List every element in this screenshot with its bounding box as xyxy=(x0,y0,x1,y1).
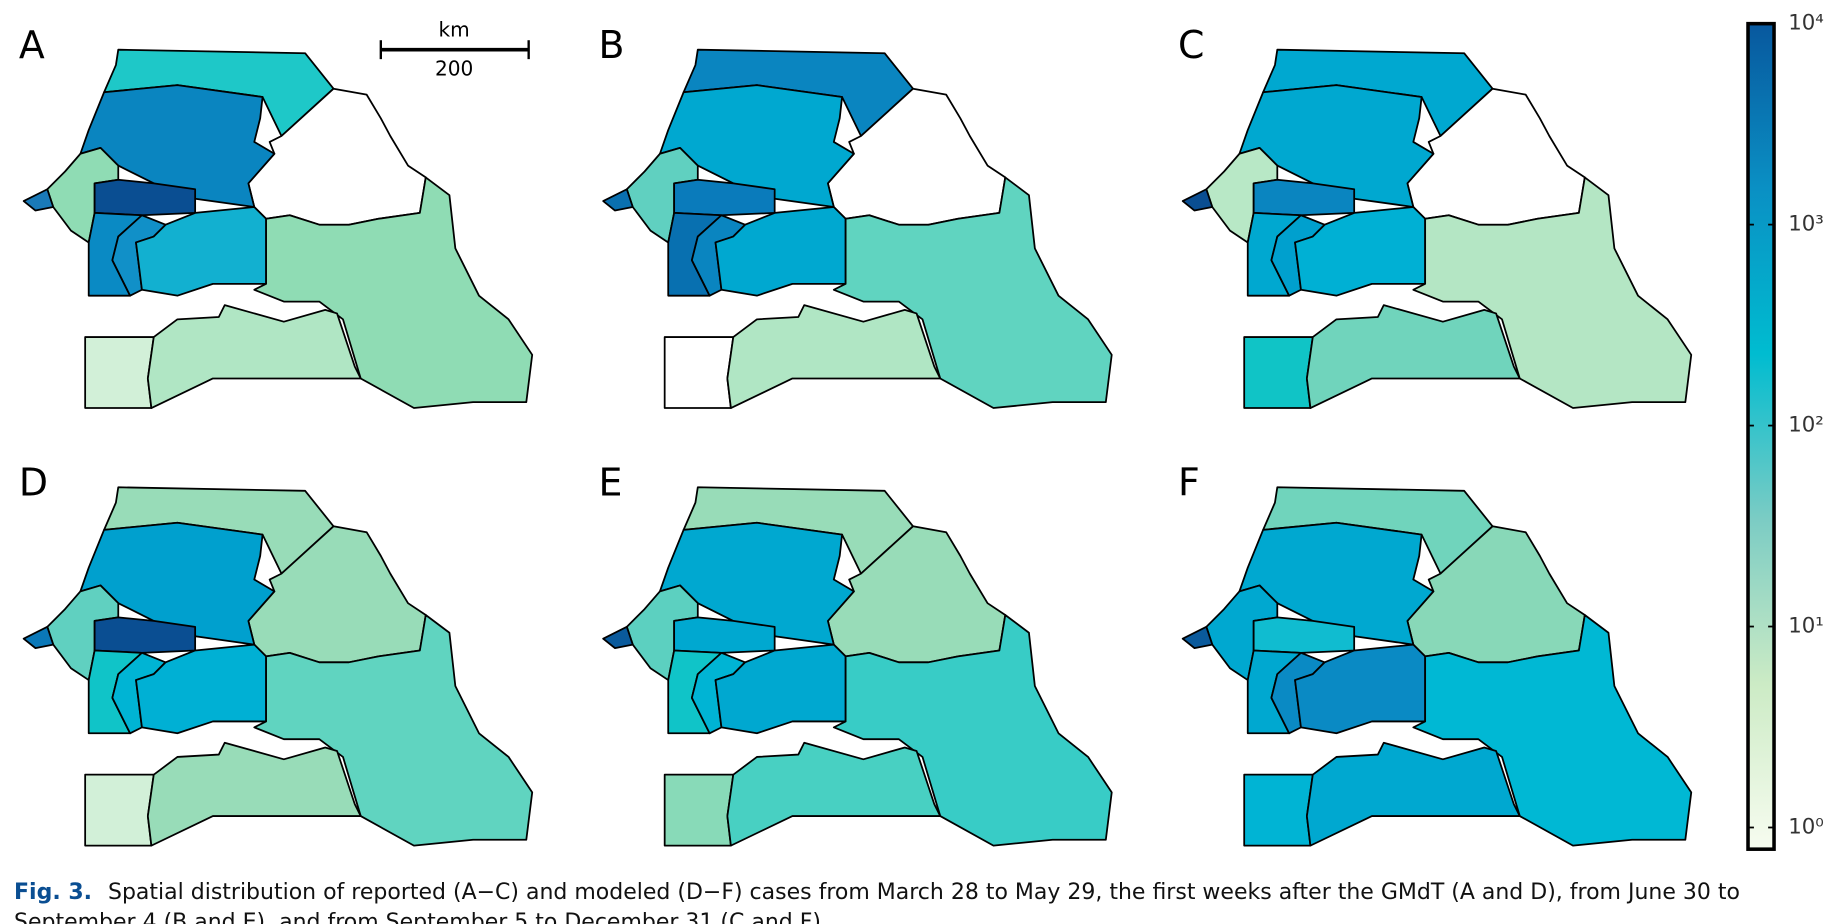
map-panel: F xyxy=(1178,460,1693,847)
map-panel: B xyxy=(598,23,1113,409)
caption-label: Fig. 3. xyxy=(14,880,92,905)
figure: km 200 A B C D E F 10⁰ 10¹ 10² 10³ 10⁴ xyxy=(19,11,1824,851)
region xyxy=(135,643,267,735)
region xyxy=(1412,176,1693,409)
region xyxy=(726,741,942,847)
region xyxy=(135,206,267,297)
colorbar-tick-label: 10² xyxy=(1788,413,1824,438)
colorbar-tick-label: 10³ xyxy=(1788,212,1824,237)
region xyxy=(1305,741,1521,847)
colorbar-tick-label: 10⁴ xyxy=(1788,11,1824,36)
region xyxy=(1181,625,1214,650)
region xyxy=(663,773,735,847)
caption: Fig. 3. Spatial distribution of reported … xyxy=(14,878,1834,924)
region xyxy=(146,741,362,847)
region xyxy=(1294,206,1427,297)
map-panel: A xyxy=(19,23,534,409)
caption-text: Spatial distribution of reported (A−C) a… xyxy=(14,880,1740,924)
region xyxy=(832,614,1113,847)
map-panel: D xyxy=(19,460,534,847)
region xyxy=(832,176,1113,409)
region xyxy=(663,336,735,409)
region xyxy=(1243,336,1314,409)
panel-label: F xyxy=(1178,460,1200,504)
colorbar-tick-label: 10⁰ xyxy=(1788,814,1824,839)
colorbar-tick-label: 10¹ xyxy=(1788,614,1824,639)
region xyxy=(602,625,634,650)
colorbar xyxy=(1746,21,1776,851)
region xyxy=(1181,188,1214,212)
region xyxy=(714,643,847,735)
region xyxy=(84,773,155,847)
region xyxy=(1305,304,1521,409)
region xyxy=(1412,614,1693,847)
region xyxy=(1294,643,1427,735)
scale-unit: km xyxy=(439,17,470,41)
map-panel: E xyxy=(598,460,1113,847)
map-panel: C xyxy=(1178,23,1693,409)
panel-label: C xyxy=(1178,23,1204,67)
scale-length: 200 xyxy=(435,56,473,80)
region xyxy=(22,625,55,650)
panel-label: D xyxy=(19,460,48,504)
region xyxy=(1243,773,1314,847)
panel-label: B xyxy=(598,23,624,67)
region xyxy=(726,304,942,409)
region xyxy=(253,176,534,409)
panel-label: A xyxy=(19,23,45,67)
region xyxy=(253,614,534,847)
region xyxy=(84,336,155,409)
region xyxy=(22,188,55,212)
region xyxy=(602,188,634,212)
region xyxy=(714,206,847,297)
region xyxy=(146,304,362,409)
panel-label: E xyxy=(598,460,622,504)
